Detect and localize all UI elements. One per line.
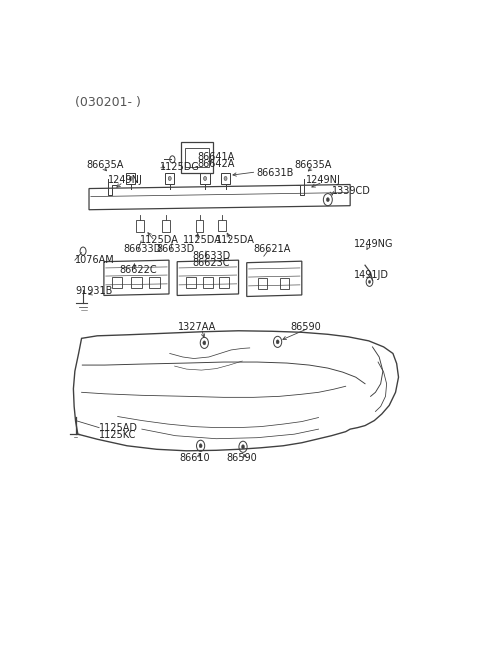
Text: 86633D: 86633D	[192, 251, 230, 261]
Text: 86635A: 86635A	[294, 160, 332, 170]
Bar	[165, 174, 174, 183]
Text: 1125DA: 1125DA	[183, 235, 222, 245]
Bar	[219, 277, 229, 288]
Circle shape	[203, 341, 206, 345]
Text: 1339CD: 1339CD	[332, 185, 371, 196]
Bar	[203, 277, 213, 288]
Circle shape	[241, 445, 244, 449]
Circle shape	[168, 176, 171, 181]
Bar	[136, 220, 144, 233]
Text: 1076AM: 1076AM	[75, 255, 115, 265]
Circle shape	[199, 443, 202, 448]
Bar	[126, 174, 135, 183]
Bar	[201, 174, 210, 183]
Text: 86633D: 86633D	[123, 244, 161, 254]
Text: (030201- ): (030201- )	[75, 96, 141, 109]
Text: 86590: 86590	[290, 322, 321, 331]
Text: 1249NJ: 1249NJ	[305, 176, 340, 185]
Text: 86610: 86610	[179, 453, 210, 463]
Circle shape	[368, 280, 371, 284]
Text: 1125AD: 1125AD	[99, 422, 138, 432]
Bar	[280, 278, 288, 290]
Text: 1125DA: 1125DA	[140, 235, 179, 245]
Text: 86590: 86590	[227, 453, 257, 463]
Circle shape	[204, 176, 206, 181]
Bar	[221, 174, 230, 183]
Bar	[149, 277, 160, 288]
Text: 1249NG: 1249NG	[354, 239, 394, 249]
Bar	[112, 277, 122, 288]
Bar	[186, 277, 195, 288]
Text: 86633D: 86633D	[156, 244, 194, 254]
Text: 1125KC: 1125KC	[99, 430, 136, 440]
Text: 86621A: 86621A	[253, 244, 291, 254]
Circle shape	[224, 176, 227, 181]
Bar	[258, 278, 266, 290]
Bar	[162, 220, 170, 233]
Text: 86635A: 86635A	[86, 160, 123, 170]
Bar	[218, 220, 226, 231]
Circle shape	[129, 176, 132, 181]
Bar	[185, 148, 209, 168]
Bar	[196, 220, 203, 233]
Bar	[180, 142, 213, 174]
Text: 86622C: 86622C	[120, 265, 157, 275]
Text: 86631B: 86631B	[256, 168, 294, 178]
Text: 1125DG: 1125DG	[160, 162, 200, 172]
Circle shape	[326, 198, 329, 202]
Text: 86641A: 86641A	[198, 152, 235, 162]
Text: 86642A: 86642A	[198, 159, 235, 170]
Text: 1327AA: 1327AA	[178, 322, 216, 331]
Text: 91931B: 91931B	[75, 286, 112, 297]
Circle shape	[276, 340, 279, 344]
Text: 1125DA: 1125DA	[216, 235, 255, 245]
Text: 1491JD: 1491JD	[354, 271, 389, 280]
Text: 86623C: 86623C	[192, 257, 229, 268]
Text: 1249NJ: 1249NJ	[108, 176, 143, 185]
Bar	[131, 277, 142, 288]
